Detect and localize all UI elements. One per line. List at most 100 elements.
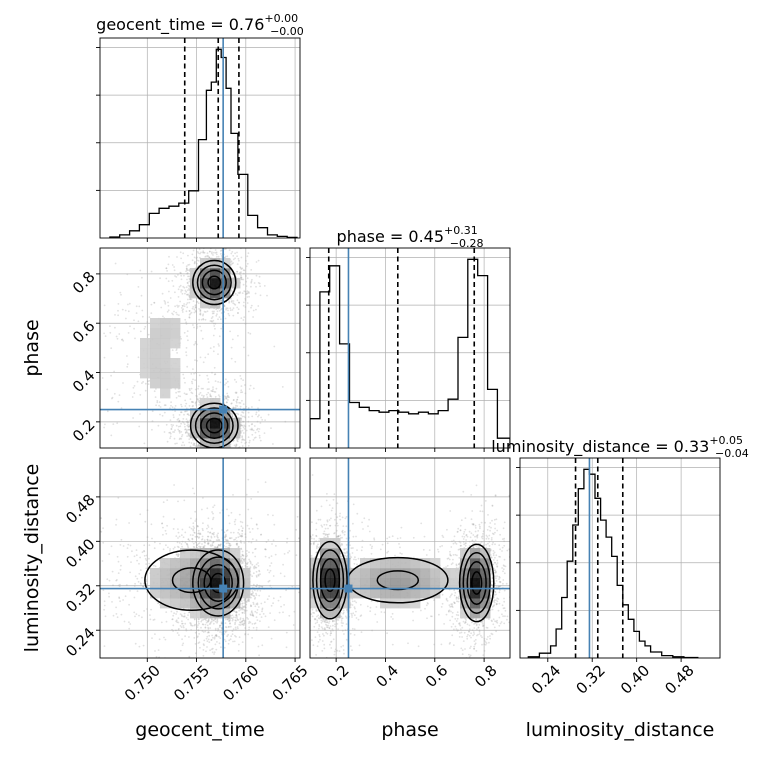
sample-point — [181, 309, 184, 312]
sample-point — [217, 462, 219, 464]
sample-point — [198, 545, 201, 548]
sample-point — [190, 311, 193, 314]
sample-point — [151, 420, 154, 423]
sample-point — [255, 411, 258, 414]
sample-point — [230, 276, 233, 278]
sample-point — [225, 454, 227, 456]
sample-point — [227, 539, 229, 542]
sample-point — [219, 631, 221, 633]
sample-point — [260, 602, 263, 605]
sample-point — [228, 543, 231, 545]
sample-point — [203, 639, 206, 642]
panel-luminosity_distance-vs-geocent_time — [65, 458, 300, 658]
sample-point — [174, 442, 177, 445]
sample-point — [272, 443, 274, 445]
sample-point — [198, 461, 200, 463]
density-cell — [170, 338, 181, 349]
contour-line — [201, 269, 227, 296]
sample-point — [212, 636, 214, 639]
sample-point — [187, 339, 189, 342]
sample-point — [147, 333, 150, 336]
sample-point — [231, 619, 234, 622]
sample-point — [206, 620, 209, 623]
density-cell — [200, 398, 211, 409]
sample-point — [189, 622, 192, 624]
sample-point — [176, 541, 179, 544]
sample-point — [212, 540, 215, 543]
sample-point — [267, 626, 270, 628]
sample-point — [247, 291, 250, 293]
sample-point — [168, 290, 170, 293]
sample-point — [254, 431, 257, 434]
sample-point — [133, 327, 136, 330]
sample-point — [198, 444, 201, 447]
sample-point — [240, 278, 243, 280]
sample-point — [65, 503, 67, 505]
sample-point — [202, 251, 204, 254]
sample-point — [171, 264, 174, 266]
sample-point — [222, 453, 224, 455]
sample-point — [204, 448, 206, 450]
sample-point — [211, 252, 213, 255]
sample-point — [190, 629, 193, 631]
sample-point — [239, 460, 241, 462]
sample-point — [200, 329, 203, 332]
sample-point — [158, 404, 161, 407]
sample-point — [178, 634, 180, 636]
sample-point — [184, 399, 187, 402]
sample-point — [181, 420, 184, 423]
sample-point — [117, 309, 119, 312]
sample-point — [206, 527, 208, 530]
sample-point — [156, 401, 159, 404]
sample-point — [238, 446, 241, 448]
sample-point — [186, 435, 189, 437]
sample-point — [241, 623, 244, 626]
sample-point — [220, 249, 223, 252]
sample-point — [144, 382, 147, 385]
sample-point — [251, 592, 254, 595]
sample-point — [111, 601, 113, 603]
sample-point — [243, 558, 245, 561]
sample-point — [203, 452, 205, 454]
sample-point — [272, 514, 274, 517]
sample-point — [187, 618, 190, 621]
sample-point — [212, 532, 214, 535]
sample-point — [198, 542, 201, 544]
sample-point — [199, 533, 202, 535]
sample-point — [240, 268, 243, 270]
sample-point — [234, 257, 237, 260]
sample-point — [228, 450, 230, 452]
sample-point — [136, 380, 139, 383]
sample-point — [235, 404, 237, 407]
sample-point — [240, 534, 242, 537]
sample-point — [216, 256, 218, 258]
sample-point — [220, 646, 222, 649]
sample-point — [235, 400, 238, 403]
density-cell — [160, 318, 171, 329]
sample-point — [228, 450, 230, 452]
sample-point — [237, 545, 240, 548]
sample-point — [238, 513, 241, 516]
sample-point — [239, 535, 242, 538]
sample-point — [103, 608, 105, 611]
sample-point — [140, 294, 143, 297]
sample-point — [240, 256, 243, 259]
sample-point — [210, 639, 213, 641]
sample-point — [188, 434, 191, 437]
sample-point — [214, 327, 216, 330]
sample-point — [232, 300, 235, 302]
sample-point — [220, 300, 223, 303]
sample-point — [231, 630, 234, 632]
sample-point — [253, 282, 256, 284]
sample-point — [205, 449, 207, 451]
sample-point — [263, 432, 266, 434]
sample-point — [119, 568, 122, 571]
sample-point — [234, 538, 237, 541]
sample-point — [112, 584, 114, 587]
sample-point — [185, 354, 188, 357]
sample-point — [142, 585, 145, 588]
sample-point — [196, 395, 198, 398]
sample-point — [195, 404, 198, 407]
sample-point — [189, 312, 192, 315]
sample-point — [201, 630, 204, 632]
